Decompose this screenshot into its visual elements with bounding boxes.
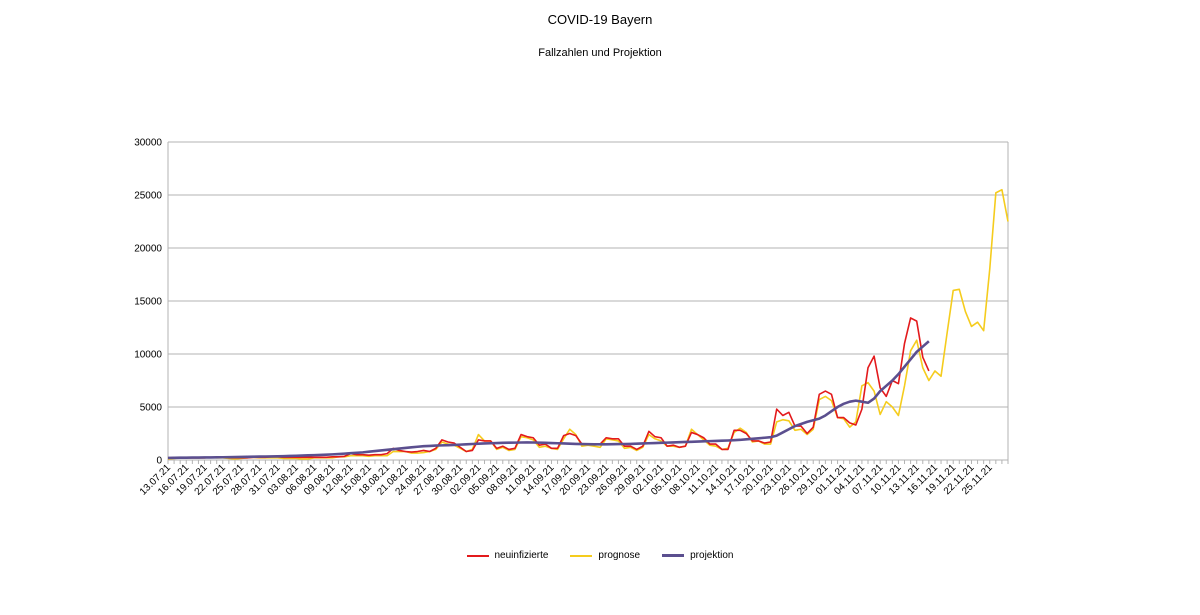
series-line-neuinfizierte — [167, 317, 930, 460]
y-tick-label: 5000 — [140, 403, 163, 414]
legend-item-projektion: projektion — [662, 550, 733, 561]
legend-label: neuinfizierte — [494, 550, 549, 561]
y-tick-label: 20000 — [134, 244, 162, 255]
series-layer — [167, 188, 1009, 460]
y-tick-label: 0 — [156, 456, 162, 467]
legend-swatch — [570, 554, 593, 557]
legend-label: prognose — [598, 550, 641, 561]
chart-legend: neuinfizierte prognose projektion — [0, 550, 1200, 561]
y-tick-label: 10000 — [134, 350, 162, 361]
series-line-prognose — [167, 188, 1009, 460]
y-tick-label: 15000 — [134, 297, 162, 308]
chart-title: COVID-19 Bayern — [547, 12, 653, 27]
y-tick-label: 30000 — [134, 138, 162, 149]
legend-swatch — [466, 554, 489, 557]
legend-item-neuinfizierte: neuinfizierte — [466, 550, 549, 561]
axis-layer — [167, 142, 1009, 464]
legend-swatch — [662, 554, 685, 557]
legend-label: projektion — [690, 550, 734, 561]
y-tick-label: 25000 — [134, 191, 162, 202]
chart-subtitle: Fallzahlen und Projektion — [538, 47, 662, 59]
series-line-projektion — [167, 340, 930, 460]
legend-item-prognose: prognose — [570, 550, 640, 561]
